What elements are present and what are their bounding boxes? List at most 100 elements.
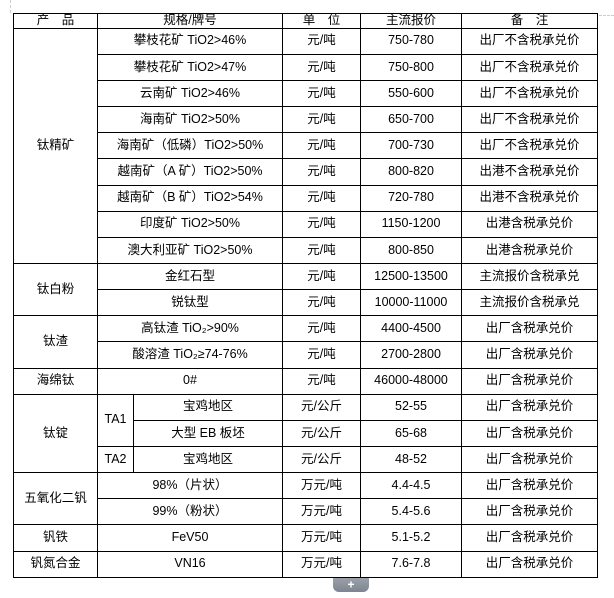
spec-cell: 澳大利亚矿 TiO2>50% xyxy=(96,236,284,265)
note-cell: 主流报价含税承兑 xyxy=(461,263,599,291)
price-cell: 52-55 xyxy=(360,393,463,421)
unit-cell: 万元/吨 xyxy=(282,472,362,500)
product-cell: 钛锭 xyxy=(13,393,98,474)
price-cell: 12500-13500 xyxy=(360,263,463,291)
note-cell: 出厂不含税承兑价 xyxy=(461,132,599,160)
spec-cell: 印度矿 TiO2>50% xyxy=(96,210,284,238)
table-row: 钛锭 TA1 宝鸡地区 元/公斤 52-55 出厂含税承兑价 xyxy=(13,393,599,474)
table-row: 大型 EB 板坯 元/公斤 65-68 出厂含税承兑价 xyxy=(14,419,599,448)
price-cell: 7.6-7.8 xyxy=(360,550,463,579)
plus-icon: + xyxy=(347,577,355,592)
unit-cell: 元/吨 xyxy=(282,184,362,212)
unit-cell: 元/吨 xyxy=(282,132,362,160)
table-row: 99%（粉状） 万元/吨 5.4-5.6 出厂含税承兑价 xyxy=(14,498,599,526)
price-cell: 720-780 xyxy=(360,184,463,212)
price-cell: 5.4-5.6 xyxy=(360,498,463,526)
unit-cell: 元/吨 xyxy=(282,158,362,186)
table-row: 钒铁 FeV50 万元/吨 5.1-5.2 出厂含税承兑价 xyxy=(13,524,599,552)
unit-cell: 元/吨 xyxy=(282,106,362,134)
spec-cell: 越南矿（A 矿）TiO2>50% xyxy=(96,158,284,186)
unit-cell: 元/吨 xyxy=(282,236,362,265)
note-cell: 出厂含税承兑价 xyxy=(461,472,599,500)
table-row: 钛渣 高钛渣 TiO₂>90% 元/吨 4400-4500 出厂含税承兑价 xyxy=(13,315,599,369)
spec-cell: 攀枝花矿 TiO2>47% xyxy=(96,53,284,82)
spec-cell: 宝鸡地区 xyxy=(132,393,284,421)
table-row: 印度矿 TiO2>50% 元/吨 1150-1200 出港含税承兑价 xyxy=(14,210,599,238)
header-note: 备 注 xyxy=(461,13,599,29)
note-cell: 出厂含税承兑价 xyxy=(461,498,599,526)
unit-cell: 元/吨 xyxy=(282,289,362,317)
unit-cell: 元/公斤 xyxy=(282,419,362,448)
table-row: 越南矿（A 矿）TiO2>50% 元/吨 800-820 出港不含税承兑价 xyxy=(14,158,599,186)
table-row: 酸溶渣 TiO₂≥74-76% 元/吨 2700-2800 出厂含税承兑价 xyxy=(14,341,599,369)
table-row: 澳大利亚矿 TiO2>50% 元/吨 800-850 出港含税承兑价 xyxy=(14,236,599,265)
price-cell: 750-800 xyxy=(360,53,463,82)
table-row: 五氧化二钒 98%（片状） 万元/吨 4.4-4.5 出厂含税承兑价 xyxy=(13,472,599,526)
note-cell: 出港含税承兑价 xyxy=(461,236,599,265)
grade-cell: TA2 xyxy=(97,445,134,474)
unit-cell: 元/公斤 xyxy=(282,445,362,474)
note-cell: 出厂含税承兑价 xyxy=(461,341,599,369)
price-cell: 65-68 xyxy=(360,419,463,448)
unit-cell: 元/吨 xyxy=(282,367,362,395)
price-cell: 4.4-4.5 xyxy=(360,472,463,500)
header-unit: 单 位 xyxy=(282,13,362,29)
table-row: 攀枝花矿 TiO2>47% 元/吨 750-800 出厂不含税承兑价 xyxy=(14,53,599,82)
product-cell: 五氧化二钒 xyxy=(13,472,98,526)
spec-cell: VN16 xyxy=(96,550,284,579)
price-cell: 48-52 xyxy=(360,445,463,474)
note-cell: 出厂含税承兑价 xyxy=(461,550,599,579)
note-cell: 出厂含税承兑价 xyxy=(461,315,599,343)
note-cell: 出厂含税承兑价 xyxy=(461,393,599,421)
price-cell: 10000-11000 xyxy=(360,289,463,317)
unit-cell: 万元/吨 xyxy=(282,498,362,526)
spec-cell: 0# xyxy=(96,367,284,395)
spec-cell: 金红石型 xyxy=(96,263,284,291)
price-cell: 4400-4500 xyxy=(360,315,463,343)
spec-cell: 酸溶渣 TiO₂≥74-76% xyxy=(96,341,284,369)
product-cell: 钛精矿 xyxy=(13,27,98,265)
note-cell: 主流报价含税承兑 xyxy=(461,289,599,317)
unit-cell: 万元/吨 xyxy=(282,524,362,552)
note-cell: 出港不含税承兑价 xyxy=(461,158,599,186)
spec-cell: 锐钛型 xyxy=(96,289,284,317)
spec-cell: 攀枝花矿 TiO2>46% xyxy=(96,27,284,55)
price-cell: 800-850 xyxy=(360,236,463,265)
table-row: 钒氮合金 VN16 万元/吨 7.6-7.8 出厂含税承兑价 xyxy=(13,550,599,579)
product-cell: 钒铁 xyxy=(13,524,98,552)
unit-cell: 元/吨 xyxy=(282,27,362,55)
table-row: 钛白粉 金红石型 元/吨 12500-13500 主流报价含税承兑 xyxy=(13,263,599,317)
zoom-in-button[interactable]: + xyxy=(333,578,369,592)
spec-cell: 高钛渣 TiO₂>90% xyxy=(96,315,284,343)
price-cell: 550-600 xyxy=(360,80,463,108)
note-cell: 出厂不含税承兑价 xyxy=(461,53,599,82)
table-row: 越南矿（B 矿）TiO2>54% 元/吨 720-780 出港不含税承兑价 xyxy=(14,184,599,212)
note-cell: 出厂含税承兑价 xyxy=(461,524,599,552)
header-row: 产 品 规格/牌号 单 位 主流报价 备 注 xyxy=(13,13,599,29)
grade-cell: TA1 xyxy=(97,393,134,448)
price-cell: 700-730 xyxy=(360,132,463,160)
unit-cell: 元/吨 xyxy=(282,263,362,291)
header-spec: 规格/牌号 xyxy=(96,13,284,29)
note-cell: 出厂不含税承兑价 xyxy=(461,80,599,108)
product-cell: 海绵钛 xyxy=(13,367,98,395)
note-cell: 出厂含税承兑价 xyxy=(461,419,599,448)
note-cell: 出厂不含税承兑价 xyxy=(461,106,599,134)
spec-cell: 海南矿（低磷）TiO2>50% xyxy=(96,132,284,160)
note-cell: 出港不含税承兑价 xyxy=(461,184,599,212)
price-cell: 750-780 xyxy=(360,27,463,55)
table-row: 云南矿 TiO2>46% 元/吨 550-600 出厂不含税承兑价 xyxy=(14,80,599,108)
price-cell: 2700-2800 xyxy=(360,341,463,369)
spec-cell: 99%（粉状） xyxy=(96,498,284,526)
price-cell: 1150-1200 xyxy=(360,210,463,238)
table-row: 海绵钛 0# 元/吨 46000-48000 出厂含税承兑价 xyxy=(13,367,599,395)
spec-cell: 海南矿 TiO2>50% xyxy=(96,106,284,134)
header-price: 主流报价 xyxy=(360,13,463,29)
spec-cell: 98%（片状） xyxy=(96,472,284,500)
table-row: TA2 宝鸡地区 元/公斤 48-52 出厂含税承兑价 xyxy=(14,445,599,474)
price-cell: 46000-48000 xyxy=(360,367,463,395)
note-cell: 出厂不含税承兑价 xyxy=(461,27,599,55)
table-row: 锐钛型 元/吨 10000-11000 主流报价含税承兑 xyxy=(14,289,599,317)
unit-cell: 万元/吨 xyxy=(282,550,362,579)
